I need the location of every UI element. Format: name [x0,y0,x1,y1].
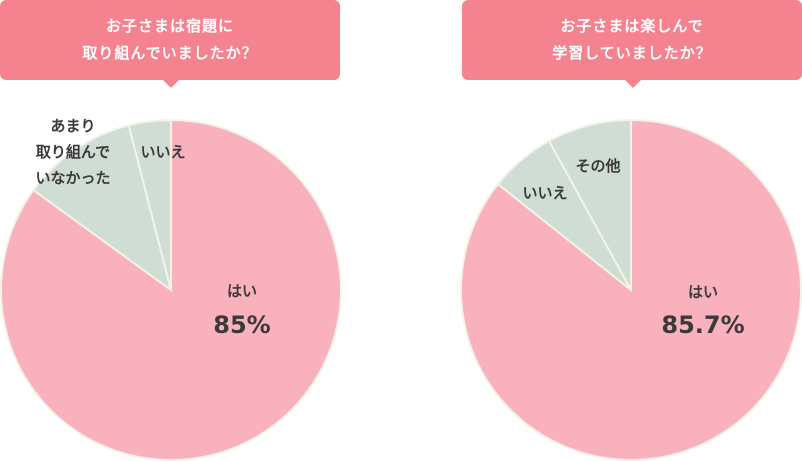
slice-label: いいえ [522,184,568,202]
pie-slice [547,118,632,291]
pie-slice [127,118,172,291]
chart-title: お子さまは楽しんで 学習していましたか？ [462,0,802,88]
slice-label: あまり 取り組んで いなかった [35,117,111,187]
slice-label: はい [226,282,258,300]
chart-title: お子さまは宿題に 取り組んでいましたか？ [0,0,340,88]
pie-slice [0,118,342,461]
value-label: 85.7% [661,311,745,339]
value-label: 85% [213,311,271,339]
slice-label: いいえ [140,143,186,161]
slice-label: その他 [575,157,621,175]
pie-slice [32,124,173,293]
slice-label: はい [687,283,719,301]
